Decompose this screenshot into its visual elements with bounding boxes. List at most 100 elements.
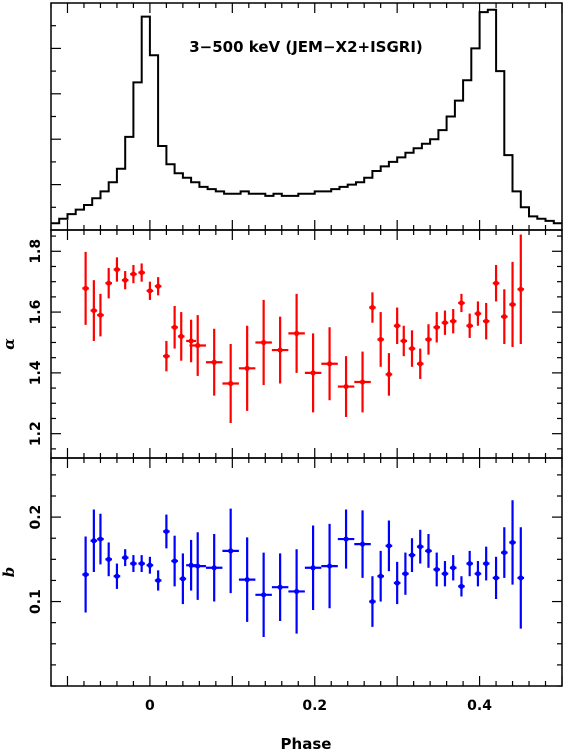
point-marker bbox=[178, 333, 184, 339]
data-point bbox=[154, 570, 162, 591]
point-marker bbox=[450, 565, 456, 571]
alpha-points bbox=[82, 234, 525, 424]
point-marker bbox=[467, 560, 473, 567]
data-point bbox=[130, 555, 137, 572]
y-tick-label: 1.4 bbox=[28, 360, 44, 385]
data-point bbox=[255, 299, 272, 386]
point-marker bbox=[394, 580, 400, 586]
b-frame bbox=[50, 457, 563, 687]
data-point bbox=[138, 263, 145, 282]
data-point bbox=[474, 561, 482, 587]
x-tick-label: 0 bbox=[145, 698, 155, 714]
data-point bbox=[449, 309, 457, 334]
point-marker bbox=[147, 562, 153, 568]
data-point bbox=[393, 561, 401, 605]
data-point bbox=[238, 537, 256, 622]
point-marker bbox=[369, 598, 376, 605]
data-point bbox=[337, 509, 355, 569]
point-marker bbox=[163, 528, 169, 535]
point-marker bbox=[139, 560, 145, 567]
point-marker bbox=[493, 280, 499, 286]
point-marker bbox=[409, 345, 415, 352]
data-point bbox=[288, 293, 305, 373]
point-marker bbox=[378, 573, 384, 579]
point-marker bbox=[518, 286, 524, 292]
data-point bbox=[458, 576, 465, 597]
point-marker bbox=[147, 288, 153, 294]
data-point bbox=[321, 327, 338, 401]
point-marker bbox=[83, 571, 89, 578]
data-point bbox=[304, 333, 322, 413]
data-point bbox=[255, 552, 272, 638]
data-point bbox=[354, 510, 371, 578]
point-marker bbox=[467, 323, 473, 329]
data-point bbox=[433, 312, 441, 343]
data-point bbox=[441, 561, 449, 587]
data-point bbox=[416, 529, 424, 564]
point-marker bbox=[417, 361, 423, 367]
data-point bbox=[441, 310, 449, 335]
data-point bbox=[517, 234, 525, 344]
data-point bbox=[466, 313, 473, 338]
y-tick-label: 0.2 bbox=[28, 505, 44, 530]
data-point bbox=[222, 344, 239, 424]
point-marker bbox=[172, 324, 178, 330]
point-marker bbox=[343, 536, 349, 542]
data-point bbox=[385, 520, 393, 572]
data-point bbox=[482, 302, 490, 340]
data-point bbox=[482, 546, 490, 581]
point-marker bbox=[442, 320, 448, 326]
data-point bbox=[288, 549, 305, 634]
data-point bbox=[337, 356, 355, 417]
x-tick-label: 0.2 bbox=[302, 698, 327, 714]
data-point bbox=[113, 563, 121, 589]
b-points bbox=[82, 500, 525, 638]
point-marker bbox=[386, 371, 392, 377]
point-marker bbox=[475, 571, 481, 577]
point-marker bbox=[326, 361, 333, 367]
data-point bbox=[369, 576, 376, 627]
data-point bbox=[138, 555, 145, 572]
point-marker bbox=[359, 379, 366, 385]
data-point bbox=[425, 324, 432, 355]
point-marker bbox=[106, 556, 112, 562]
data-point bbox=[205, 328, 223, 396]
data-point bbox=[154, 277, 162, 296]
point-marker bbox=[442, 571, 448, 577]
point-marker bbox=[509, 539, 516, 546]
point-marker bbox=[188, 338, 194, 344]
data-point bbox=[449, 555, 457, 581]
data-point bbox=[393, 307, 401, 344]
point-marker bbox=[509, 301, 516, 308]
point-marker bbox=[97, 312, 104, 318]
point-marker bbox=[91, 307, 97, 314]
data-point bbox=[425, 534, 432, 568]
point-marker bbox=[394, 323, 400, 329]
point-marker bbox=[402, 571, 409, 577]
data-point bbox=[186, 319, 197, 363]
point-marker bbox=[180, 576, 186, 582]
point-marker bbox=[294, 588, 300, 595]
data-point bbox=[402, 552, 409, 595]
data-point bbox=[90, 509, 98, 572]
point-marker bbox=[172, 558, 178, 564]
data-point bbox=[517, 527, 525, 629]
data-point bbox=[97, 293, 104, 337]
data-point bbox=[189, 532, 206, 600]
point-marker bbox=[130, 271, 137, 277]
pulse-profile-step-line bbox=[51, 8, 562, 225]
point-marker bbox=[130, 560, 137, 567]
data-point bbox=[400, 325, 408, 357]
point-marker bbox=[386, 543, 392, 549]
point-marker bbox=[211, 565, 217, 571]
data-point bbox=[304, 525, 322, 610]
point-marker bbox=[310, 565, 316, 571]
data-point bbox=[163, 514, 170, 549]
point-marker bbox=[277, 347, 283, 353]
point-marker bbox=[409, 552, 415, 558]
point-marker bbox=[417, 544, 423, 550]
data-point bbox=[474, 301, 482, 326]
point-marker bbox=[195, 342, 201, 349]
point-marker bbox=[310, 370, 316, 376]
